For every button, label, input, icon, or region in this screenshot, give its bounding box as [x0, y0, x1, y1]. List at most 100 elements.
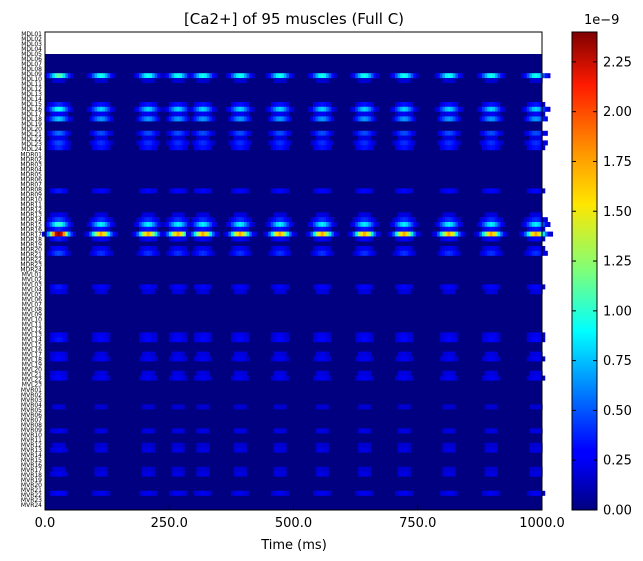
heatmap-cell	[288, 250, 292, 256]
heatmap-cell	[184, 188, 188, 194]
heatmap-cell	[489, 130, 493, 136]
heatmap-cell	[60, 351, 63, 357]
heatmap-cell	[484, 466, 488, 472]
heatmap-cell	[278, 428, 282, 434]
heatmap-cell	[368, 135, 372, 141]
heatmap-cell	[102, 102, 106, 107]
heatmap-cell	[278, 140, 282, 146]
heatmap-cell	[102, 404, 106, 410]
heatmap-cell	[159, 73, 163, 79]
heatmap-cell	[97, 73, 100, 79]
heatmap-cell	[352, 116, 356, 122]
heatmap-cell	[176, 140, 180, 146]
heatmap-cell	[104, 289, 108, 295]
heatmap-cell	[529, 145, 533, 151]
heatmap-cell	[531, 337, 535, 343]
heatmap-cell	[410, 356, 414, 362]
heatmap-cell	[152, 370, 155, 376]
heatmap-cell	[146, 351, 150, 357]
muscle-label: MVL20	[22, 367, 42, 374]
heatmap-cell	[179, 102, 183, 107]
heatmap-cell	[326, 111, 329, 117]
heatmap-cell	[99, 145, 103, 151]
heatmap-cell	[193, 375, 197, 381]
heatmap-cell	[450, 289, 454, 295]
heatmap-cell	[94, 490, 98, 496]
heatmap-cell	[206, 404, 210, 410]
heatmap-cell	[157, 130, 161, 136]
heatmap-cell	[405, 140, 409, 146]
heatmap-cell	[146, 356, 150, 362]
heatmap-cell	[110, 106, 113, 112]
heatmap-cell	[94, 447, 98, 453]
heatmap-cell	[457, 106, 461, 112]
heatmap-cell	[246, 217, 250, 223]
heatmap-cell	[370, 217, 374, 223]
heatmap-cell	[318, 222, 322, 227]
heatmap-cell	[455, 231, 459, 237]
heatmap-cell	[283, 222, 287, 227]
heatmap-cell	[233, 231, 237, 237]
heatmap-cell	[531, 404, 535, 410]
heatmap-cell	[110, 116, 113, 122]
heatmap-cell	[270, 73, 274, 79]
heatmap-cell	[149, 226, 153, 232]
heatmap-cell	[278, 351, 282, 357]
heatmap-cell	[492, 404, 496, 410]
heatmap-cell	[495, 337, 498, 343]
heatmap-cell	[171, 231, 175, 237]
heatmap-cell	[495, 471, 498, 477]
heatmap-cell	[489, 442, 493, 448]
heatmap-cell	[198, 73, 202, 79]
heatmap-cell	[139, 356, 142, 362]
heatmap-cell	[231, 490, 234, 496]
heatmap-cell	[94, 116, 98, 122]
heatmap-cell	[360, 404, 364, 410]
heatmap-cell	[152, 289, 155, 295]
heatmap-cell	[49, 246, 53, 251]
heatmap-cell	[402, 217, 406, 223]
heatmap-cell	[320, 428, 324, 434]
heatmap-cell	[154, 226, 158, 232]
heatmap-cell	[270, 231, 274, 237]
heatmap-cell	[492, 466, 496, 472]
heatmap-cell	[52, 428, 56, 434]
heatmap-cell	[395, 284, 398, 290]
heatmap-cell	[526, 231, 530, 237]
heatmap-cell	[67, 106, 71, 112]
heatmap-cell	[102, 130, 106, 136]
heatmap-cell	[181, 471, 185, 477]
heatmap-cell	[104, 442, 108, 448]
heatmap-cell	[326, 375, 329, 381]
heatmap-cell	[397, 337, 401, 343]
heatmap-cell	[497, 231, 501, 237]
heatmap-cell	[102, 111, 106, 117]
heatmap-cell	[249, 250, 253, 256]
heatmap-cell	[231, 188, 234, 194]
heatmap-cell	[365, 188, 369, 194]
heatmap-cell	[179, 188, 183, 194]
heatmap-cell	[288, 140, 292, 146]
heatmap-cell	[281, 222, 285, 227]
heatmap-cell	[495, 370, 498, 376]
heatmap-cell	[104, 471, 108, 477]
heatmap-cell	[198, 236, 202, 242]
heatmap-cell	[534, 442, 538, 448]
heatmap-cell	[146, 217, 150, 223]
heatmap-cell	[110, 140, 113, 146]
heatmap-cell	[376, 106, 379, 112]
heatmap-cell	[201, 226, 205, 232]
heatmap-cell	[196, 246, 200, 251]
heatmap-cell	[273, 250, 277, 256]
heatmap-cell	[489, 447, 493, 453]
heatmap-cell	[310, 106, 314, 112]
muscle-label: MDR08	[20, 186, 42, 193]
heatmap-cell	[104, 284, 108, 290]
heatmap-cell	[318, 356, 322, 362]
heatmap-cell	[168, 490, 172, 496]
heatmap-cell	[524, 217, 528, 223]
heatmap-cell	[492, 78, 496, 83]
heatmap-cell	[524, 106, 528, 112]
muscle-label: MVR08	[21, 422, 42, 429]
heatmap-cell	[97, 375, 100, 381]
